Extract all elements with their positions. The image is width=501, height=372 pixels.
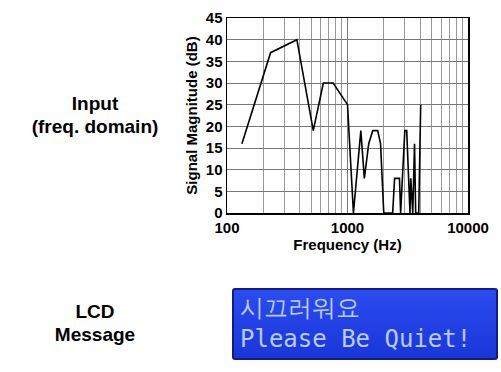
html-text:LCD: LCD — [75, 301, 115, 322]
svg-text:35: 35 — [206, 53, 223, 70]
svg-text:30: 30 — [206, 74, 223, 91]
html-text:시끄러워요: 시끄러워요 — [240, 294, 360, 322]
svg-text:10: 10 — [206, 161, 223, 178]
svg-text:100: 100 — [214, 219, 239, 236]
html-text:Input: Input — [71, 93, 119, 114]
svg-text:45: 45 — [206, 9, 223, 26]
svg-text:Signal Magnitude (dB): Signal Magnitude (dB) — [183, 36, 200, 194]
html-text:Please Be Quiet!: Please Be Quiet! — [240, 325, 472, 353]
svg-text:25: 25 — [206, 96, 223, 113]
svg-text:5: 5 — [214, 183, 222, 200]
html-text:(freq. domain): (freq. domain) — [31, 116, 159, 137]
svg-text:40: 40 — [206, 31, 223, 48]
svg-text:0: 0 — [214, 204, 222, 221]
svg-text:1000: 1000 — [331, 219, 364, 236]
svg-text:20: 20 — [206, 118, 223, 135]
html-text:Message: Message — [54, 324, 136, 345]
svg-text:Frequency (Hz): Frequency (Hz) — [293, 236, 401, 253]
svg-text:10000: 10000 — [447, 219, 489, 236]
svg-text:15: 15 — [206, 139, 223, 156]
